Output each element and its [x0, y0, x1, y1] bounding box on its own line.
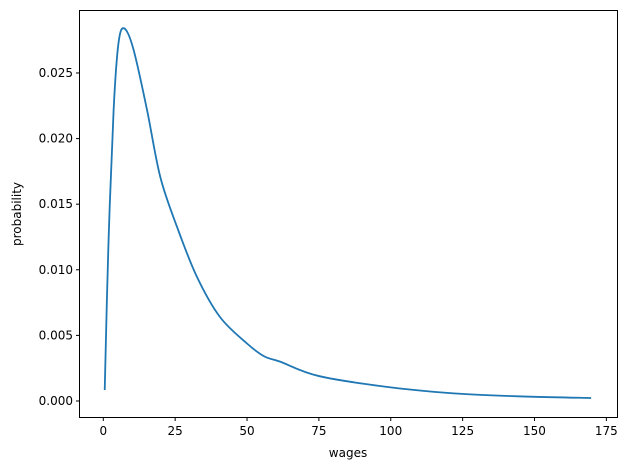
x-axis: 0 25 50 75 100 125 150 175 [99, 417, 618, 438]
y-tick-label: 0.020 [39, 132, 73, 146]
x-tick-label: 75 [311, 424, 326, 438]
y-tick-label: 0.010 [39, 263, 73, 277]
y-tick-label: 0.000 [39, 394, 73, 408]
x-axis-label: wages [329, 446, 367, 460]
x-tick-label: 150 [523, 424, 546, 438]
y-axis: 0.000 0.005 0.010 0.015 0.020 0.025 [39, 66, 80, 408]
y-tick-label: 0.015 [39, 197, 73, 211]
y-tick-label: 0.005 [39, 328, 73, 342]
axes-frame [79, 10, 618, 418]
x-tick-label: 100 [379, 424, 402, 438]
series-line [103, 27, 592, 399]
x-tick-label: 175 [595, 424, 618, 438]
y-axis-label: probability [10, 182, 24, 246]
x-tick-label: 125 [451, 424, 474, 438]
y-tick-label: 0.025 [39, 66, 73, 80]
plot-area [103, 27, 592, 399]
x-tick-label: 0 [99, 424, 107, 438]
x-tick-label: 50 [239, 424, 254, 438]
x-tick-label: 25 [168, 424, 183, 438]
